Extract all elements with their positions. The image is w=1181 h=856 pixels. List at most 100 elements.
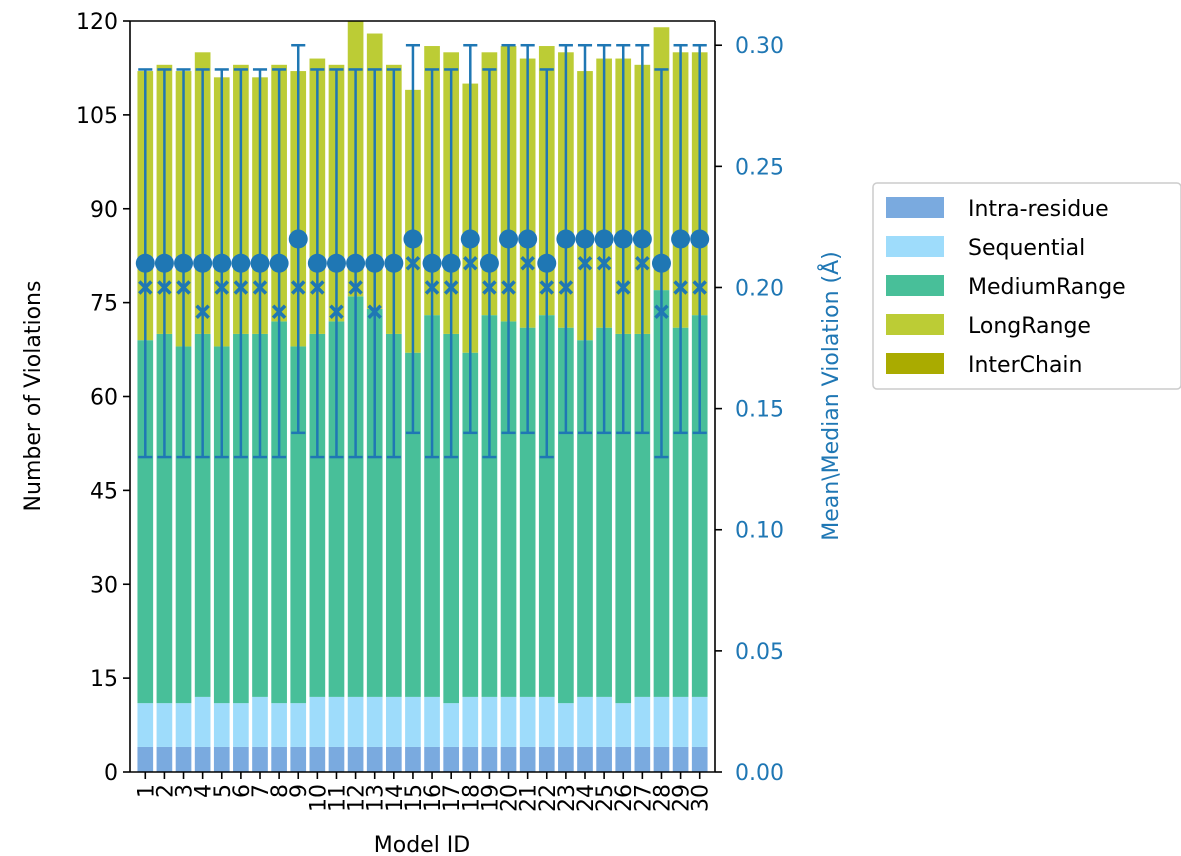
legend-label: LongRange xyxy=(968,314,1091,339)
bar-segment xyxy=(500,746,517,772)
mean-marker xyxy=(575,229,595,249)
y-tick-label: 15 xyxy=(90,667,118,692)
median-marker xyxy=(405,256,421,271)
x-tick-label: 19 xyxy=(478,784,503,812)
bar-segment xyxy=(271,746,287,772)
mean-marker xyxy=(269,253,289,273)
bar-segment xyxy=(558,327,574,704)
x-tick-label: 2 xyxy=(153,784,178,798)
median-marker xyxy=(348,280,363,295)
bar-segment xyxy=(252,696,268,747)
median-marker xyxy=(635,256,650,271)
bar-segment xyxy=(290,346,307,704)
median-marker xyxy=(539,280,555,295)
median-marker xyxy=(329,304,344,319)
bar-segment xyxy=(500,696,517,747)
legend-label: Intra-residue xyxy=(968,197,1109,222)
median-marker xyxy=(195,304,210,319)
x-tick-label: 1 xyxy=(134,784,159,798)
legend-swatch xyxy=(886,353,944,374)
y-tick-label: 120 xyxy=(76,10,118,35)
mean-marker xyxy=(460,229,480,249)
x-tick-label: 28 xyxy=(650,784,675,812)
bar-segment xyxy=(462,746,479,772)
bar-segment xyxy=(156,746,173,772)
legend-frame xyxy=(872,182,1181,390)
x-tick-label: 15 xyxy=(402,784,427,812)
x-tick-label: 6 xyxy=(230,784,255,798)
mean-marker xyxy=(365,253,385,273)
bar-segment xyxy=(577,696,593,747)
y2-tick-label: 0.05 xyxy=(735,640,784,665)
x-tick-label: 11 xyxy=(325,784,350,812)
bar-segment xyxy=(672,746,689,772)
legend-swatch xyxy=(886,236,944,257)
bar-segment xyxy=(328,321,345,697)
mean-marker xyxy=(613,229,633,249)
median-marker xyxy=(615,280,631,295)
x-tick-label: 20 xyxy=(498,784,523,812)
bar-segment xyxy=(653,746,670,772)
y-tick-label: 90 xyxy=(90,198,118,223)
mean-marker xyxy=(422,253,442,273)
bar-segment xyxy=(481,696,498,747)
bar-segment xyxy=(347,296,364,697)
x-tick-label: 30 xyxy=(689,784,714,812)
bar-segment xyxy=(653,290,670,697)
median-marker xyxy=(596,256,612,271)
ticks-layer: 01530456075901051200.000.050.100.150.200… xyxy=(76,10,784,812)
bar-segment xyxy=(462,352,479,697)
bar-segment xyxy=(366,308,383,697)
mean-marker xyxy=(671,229,691,249)
legend-swatch xyxy=(886,275,944,296)
mean-marker xyxy=(384,253,404,273)
bar-segment xyxy=(405,746,421,772)
bar-segment xyxy=(175,346,192,704)
bar-segment xyxy=(309,333,326,697)
x-tick-label: 13 xyxy=(364,784,389,812)
bar-segment xyxy=(328,696,345,747)
bar-segment xyxy=(577,340,593,697)
bar-segment xyxy=(481,746,498,772)
bar-segment xyxy=(443,746,460,772)
bar-segment xyxy=(309,746,326,772)
bar-segment xyxy=(691,696,708,747)
bar-segment xyxy=(519,327,536,697)
x-tick-label: 22 xyxy=(536,784,561,812)
bar-segment xyxy=(137,746,154,772)
median-marker xyxy=(501,280,516,295)
y2-tick-label: 0.25 xyxy=(735,155,784,180)
bar-segment xyxy=(443,333,460,704)
bar-segment xyxy=(385,696,402,747)
markers-layer xyxy=(135,229,710,319)
legend-label: InterChain xyxy=(968,353,1082,378)
bar-segment xyxy=(194,333,211,697)
median-marker xyxy=(214,280,230,295)
x-tick-label: 25 xyxy=(593,784,618,812)
y-tick-label: 105 xyxy=(76,104,118,129)
mean-marker xyxy=(594,229,614,249)
median-marker xyxy=(482,280,497,295)
bar-segment xyxy=(213,703,230,747)
median-marker xyxy=(310,280,325,295)
bar-segment xyxy=(366,696,383,747)
median-marker xyxy=(271,304,287,319)
x-tick-label: 3 xyxy=(173,784,198,798)
x-axis-label: Model ID xyxy=(374,833,470,856)
mean-marker xyxy=(499,229,519,249)
mean-marker xyxy=(174,253,194,273)
bar-segment xyxy=(194,746,211,772)
y-tick-label: 45 xyxy=(90,479,118,504)
bar-segment xyxy=(653,696,670,747)
y-axis-label: Number of Violations xyxy=(21,281,46,512)
legend: Intra-residue Sequential MediumRange LongRa… xyxy=(872,182,1181,390)
bar-segment xyxy=(271,703,287,747)
bar-segment xyxy=(309,696,326,747)
bar-segment xyxy=(213,746,230,772)
x-tick-label: 17 xyxy=(440,784,465,812)
legend-swatch xyxy=(886,197,944,218)
bar-segment xyxy=(558,746,574,772)
bar-segment xyxy=(691,746,708,772)
bar-segment xyxy=(462,696,479,747)
